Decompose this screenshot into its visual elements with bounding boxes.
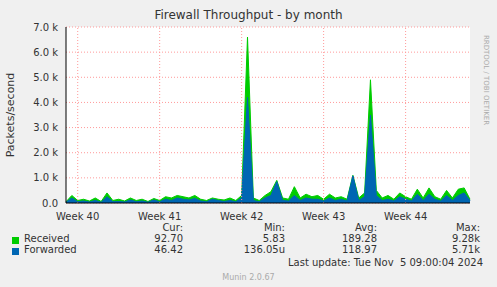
html-text:46.42: 46.42	[154, 244, 183, 255]
html-text:Max:: Max:	[456, 222, 480, 233]
svg-text:Week 40: Week 40	[56, 211, 99, 220]
html-text:Min:: Min:	[263, 222, 285, 233]
html-text:9.28k: 9.28k	[451, 233, 480, 244]
svg-text:7.0 k: 7.0 k	[33, 22, 58, 33]
html-text:118.97: 118.97	[342, 244, 377, 255]
html-text:5.83: 5.83	[262, 233, 285, 244]
svg-text:2.0 k: 2.0 k	[33, 147, 58, 158]
html-text:136.05u: 136.05u	[243, 244, 285, 255]
html-text:5.71k: 5.71k	[451, 244, 480, 255]
svg-text:Week 41: Week 41	[138, 211, 181, 220]
html-text:92.70: 92.70	[154, 233, 183, 244]
html-text:Last update: Tue Nov 5 09:00:0: Last update: Tue Nov 5 09:00:04 2024	[288, 257, 483, 268]
svg-text:3.0 k: 3.0 k	[33, 122, 58, 133]
svg-text:Week 42: Week 42	[220, 211, 263, 220]
svg-text:Week 44: Week 44	[384, 211, 427, 220]
svg-text:1.0 k: 1.0 k	[33, 172, 58, 183]
svg-text:0.0: 0.0	[42, 198, 58, 209]
svg-text:Week 43: Week 43	[302, 211, 345, 220]
html-text:Firewall Throughput - by month: Firewall Throughput - by month	[154, 8, 343, 22]
html-text:Avg:: Avg:	[355, 222, 377, 233]
svg-text:6.0 k: 6.0 k	[33, 47, 58, 58]
html-text:Forwarded: Forwarded	[24, 244, 77, 255]
svg-text:4.0 k: 4.0 k	[33, 97, 58, 108]
html-text:Cur:: Cur:	[162, 222, 183, 233]
html-text:Packets/second: Packets/second	[3, 72, 17, 158]
svg-text:5.0 k: 5.0 k	[33, 72, 58, 83]
html-text:Received: Received	[24, 233, 70, 244]
html-text:RRDTOOL / TOBI OETIKER: RRDTOOL / TOBI OETIKER	[482, 34, 490, 126]
html-text:Munin 2.0.67: Munin 2.0.67	[222, 273, 275, 282]
html-text:189.28: 189.28	[342, 233, 377, 244]
